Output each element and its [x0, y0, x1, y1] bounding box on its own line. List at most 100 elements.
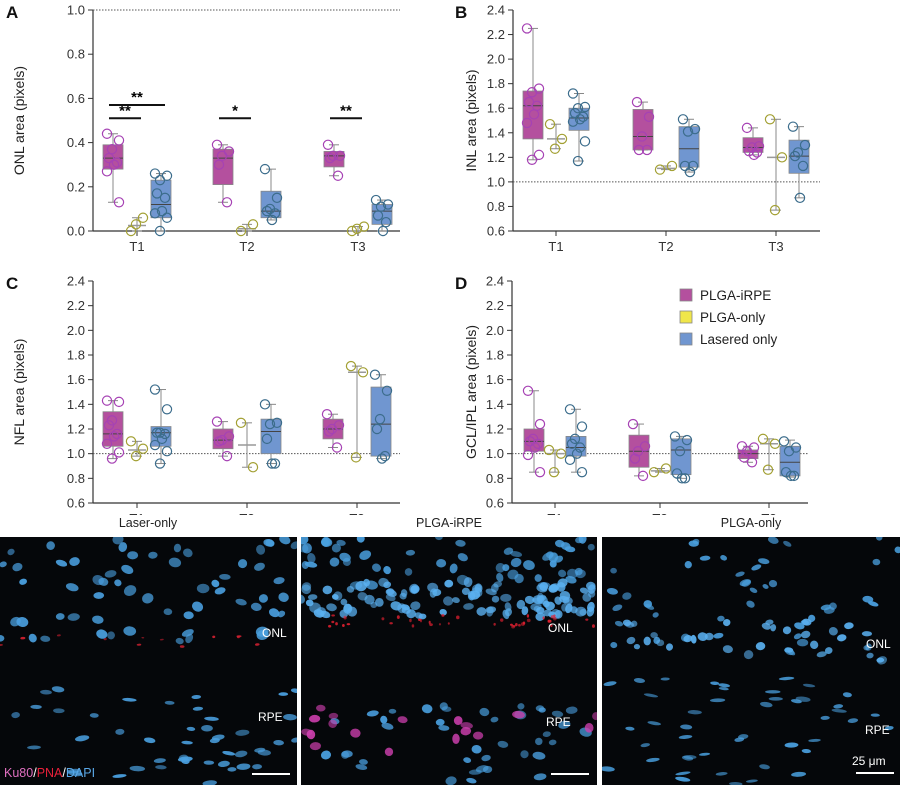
pna-signal [510, 623, 513, 626]
data-point [154, 458, 166, 469]
data-point [576, 466, 588, 478]
data-point [534, 466, 546, 478]
series-plga-only [125, 360, 369, 473]
nucleus [625, 726, 635, 731]
data-point [543, 444, 555, 456]
nucleus [548, 739, 557, 746]
nucleus [820, 715, 830, 720]
nucleus [463, 603, 474, 610]
y-tick-label: 1.8 [67, 348, 85, 363]
nucleus [449, 563, 458, 574]
nucleus [751, 564, 762, 571]
nucleus [698, 752, 711, 756]
nucleus [28, 633, 37, 643]
data-point [666, 160, 678, 172]
nucleus [536, 595, 548, 605]
data-point [748, 149, 760, 161]
nucleus [55, 559, 68, 567]
nucleus [549, 560, 557, 568]
data-point [334, 150, 346, 162]
nucleus [683, 755, 697, 760]
nucleus [800, 630, 811, 639]
data-point [549, 143, 561, 154]
ku80-positive-cell [384, 747, 394, 757]
nucleus [273, 577, 285, 585]
nucleus [217, 760, 230, 768]
nucleus [340, 598, 348, 606]
nucleus [710, 698, 726, 703]
nucleus [718, 687, 729, 691]
nucleus [222, 750, 236, 756]
nucleus [778, 676, 795, 681]
nucleus [481, 754, 491, 762]
pna-signal [456, 615, 460, 620]
data-point [221, 450, 233, 462]
nucleus [164, 700, 175, 705]
nucleus [301, 584, 312, 595]
nucleus [504, 602, 512, 612]
nucleus [320, 610, 331, 619]
nucleus [183, 548, 193, 558]
nucleus [27, 745, 41, 750]
data-point [137, 443, 149, 454]
nucleus [533, 773, 547, 781]
nucleus [441, 706, 452, 712]
data-point [261, 433, 273, 445]
nucleus [466, 777, 477, 784]
nucleus [745, 779, 758, 783]
nucleus [614, 620, 624, 627]
data-point [379, 450, 391, 462]
nucleus [765, 690, 781, 694]
y-tick-label: 0.8 [67, 47, 85, 62]
data-point [326, 423, 338, 435]
nucleus [808, 738, 821, 742]
data-point [741, 446, 753, 457]
nucleus [204, 716, 219, 721]
nucleus [123, 626, 137, 636]
nucleus [844, 622, 854, 630]
ku80-positive-cell [472, 731, 484, 740]
nucleus [684, 560, 692, 569]
rpe-label: RPE [546, 715, 571, 729]
nucleus [153, 758, 166, 763]
ku80-positive-cell [452, 733, 460, 745]
nucleus [565, 706, 578, 714]
ku80-positive-cell [584, 722, 594, 733]
data-point [785, 470, 797, 482]
y-tick-label: 2.2 [67, 298, 85, 313]
nucleus [660, 677, 670, 681]
data-point [799, 139, 811, 151]
nucleus [277, 610, 286, 618]
micrograph-title-f: PLGA-iRPE [416, 516, 482, 530]
nucleus [793, 633, 802, 640]
charts-figure: A 0.0 0.2 0.4 0.6 0.8 1.0 ONL area (pixels) T1 T2… [6, 3, 820, 515]
nucleus [254, 562, 265, 571]
nucleus [665, 643, 673, 651]
nucleus [622, 592, 632, 600]
data-point [113, 135, 125, 146]
pna-signal [389, 622, 393, 625]
series-plga-only [543, 433, 781, 478]
nucleus [802, 683, 816, 688]
series-plga-irpe [101, 128, 346, 208]
nucleus [112, 537, 124, 545]
nucleus [467, 591, 476, 601]
nucleus [520, 750, 529, 759]
nucleus [643, 636, 651, 646]
data-point [741, 122, 753, 134]
nucleus [794, 622, 805, 630]
data-point [247, 462, 259, 473]
y-tick-label: 2.4 [487, 3, 505, 18]
nucleus [524, 595, 535, 605]
series-plga-irpe [521, 23, 765, 165]
series-plga-irpe [522, 385, 760, 482]
nucleus [175, 637, 184, 645]
nucleus [606, 587, 618, 595]
nucleus [302, 543, 312, 554]
nucleus [7, 548, 15, 556]
nucleus [768, 579, 778, 588]
nucleus [444, 579, 454, 588]
nucleus [729, 782, 743, 785]
nucleus [104, 570, 117, 578]
nucleus [810, 640, 819, 650]
